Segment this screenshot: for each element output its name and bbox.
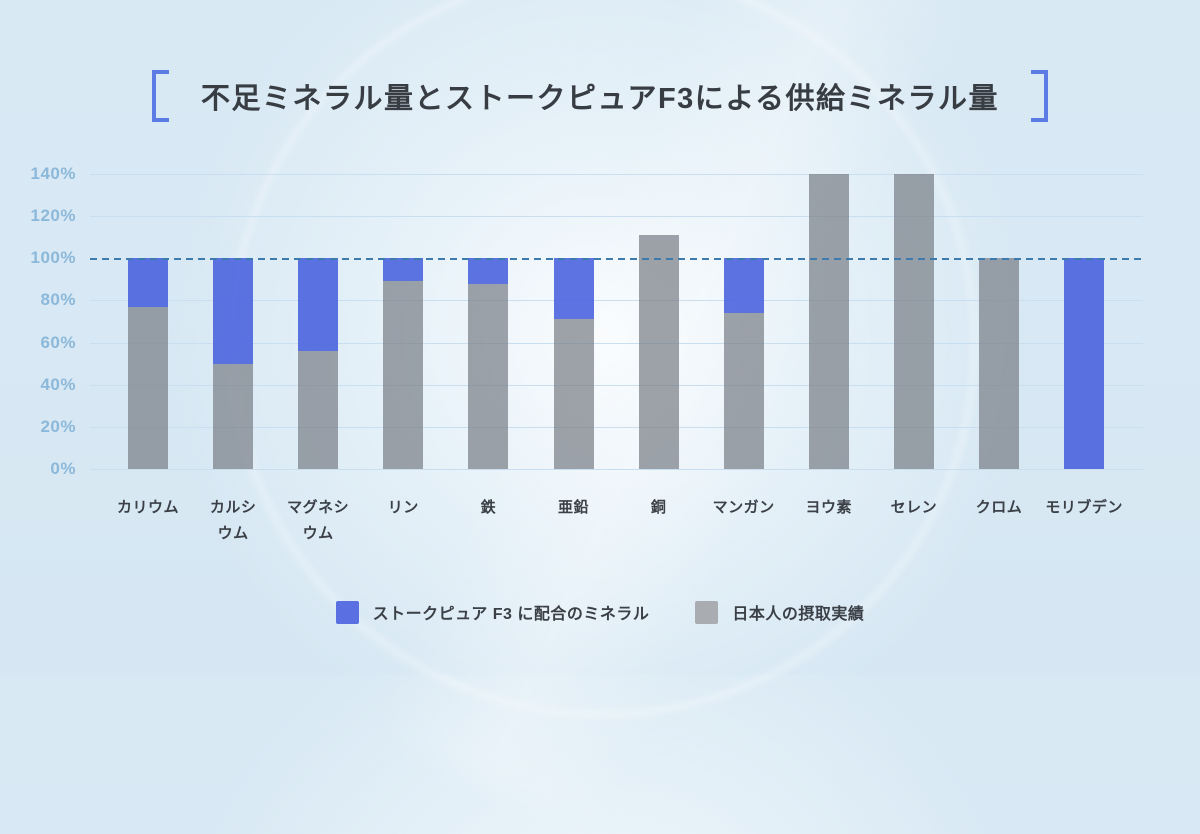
y-axis-tick-label: 20% [40, 416, 76, 436]
bar-gray-iron [468, 283, 509, 469]
gridline [90, 174, 1143, 175]
y-axis-tick-label: 100% [30, 248, 76, 268]
gridline [90, 384, 1143, 386]
gridline [90, 300, 1143, 302]
y-axis-tick-label: 40% [40, 374, 76, 394]
title-right-bracket-icon [1030, 70, 1048, 122]
y-axis-tick-label: 0% [50, 459, 76, 478]
bar-gray-iodine [808, 174, 849, 469]
x-axis-label-phosphorus: リン [387, 499, 419, 516]
bar-gray-chromium [979, 258, 1019, 469]
x-axis-label-calcium: カルシ ウム [209, 499, 257, 542]
x-axis-label-selenium: セレン [890, 499, 938, 516]
x-axis-label-potassium: カリウム [116, 499, 179, 516]
legend-label: 日本人の摂取実績 [732, 606, 865, 623]
x-axis-label-zinc: 亜鉛 [557, 499, 589, 516]
bar-gray-calcium [213, 363, 254, 469]
legend-swatch-blue [335, 600, 359, 624]
title-left-bracket-icon [152, 70, 170, 122]
y-axis-tick-label: 60% [40, 332, 76, 352]
bar-blue-potassium [128, 258, 168, 307]
bar-blue-calcium [213, 258, 254, 364]
bar-blue-zinc [553, 258, 594, 320]
x-axis-label-chromium: クロム [975, 499, 1023, 516]
gridline [90, 342, 1143, 344]
legend-swatch-gray [695, 600, 719, 624]
chart-title-row: 不足ミネラル量とストークピュアF3による供給ミネラル量 [0, 68, 1200, 124]
legend-label: ストークピュア F3 に配合のミネラル [372, 606, 650, 623]
gridline [90, 216, 1143, 218]
reference-line-100pct [90, 258, 1143, 261]
y-axis-tick-label: 80% [40, 290, 76, 310]
y-axis-tick-label: 120% [30, 206, 76, 226]
y-axis-tick-label: 140% [30, 164, 76, 183]
bar-blue-phosphorus [383, 258, 424, 282]
bar-gray-magnesium [298, 351, 339, 469]
chart-legend: ストークピュア F3 に配合のミネラル 日本人の摂取実績 [0, 600, 1200, 624]
bar-gray-phosphorus [383, 281, 424, 469]
gridline [90, 469, 1143, 470]
page-title: 不足ミネラル量とストークピュアF3による供給ミネラル量 [201, 83, 999, 115]
x-axis-label-iron: 鉄 [480, 499, 497, 516]
bar-blue-manganese [723, 258, 764, 314]
bar-gray-zinc [553, 319, 594, 469]
legend-item-japanese-intake: 日本人の摂取実績 [695, 600, 864, 624]
bar-gray-selenium [893, 174, 934, 469]
bar-gray-copper [638, 235, 679, 469]
x-axis-label-copper: 銅 [650, 499, 667, 516]
x-axis-label-manganese: マンガン [712, 499, 775, 516]
x-axis-label-molybdenum: モリブデン [1045, 499, 1123, 516]
x-axis-label-magnesium: マグネシ ウム [287, 499, 350, 542]
x-axis-label-iodine: ヨウ素 [805, 499, 853, 516]
bar-blue-iron [468, 258, 509, 284]
legend-item-f3-mineral: ストークピュア F3 に配合のミネラル [335, 600, 650, 624]
bar-blue-magnesium [298, 258, 339, 351]
bar-chart-plot-area: 140% 120% 100% 80% 60% 40% 20% 0% [31, 164, 1143, 478]
bar-gray-potassium [128, 306, 168, 469]
gridline [90, 426, 1143, 428]
bar-blue-molybdenum [1064, 258, 1105, 469]
bar-gray-manganese [723, 313, 764, 469]
